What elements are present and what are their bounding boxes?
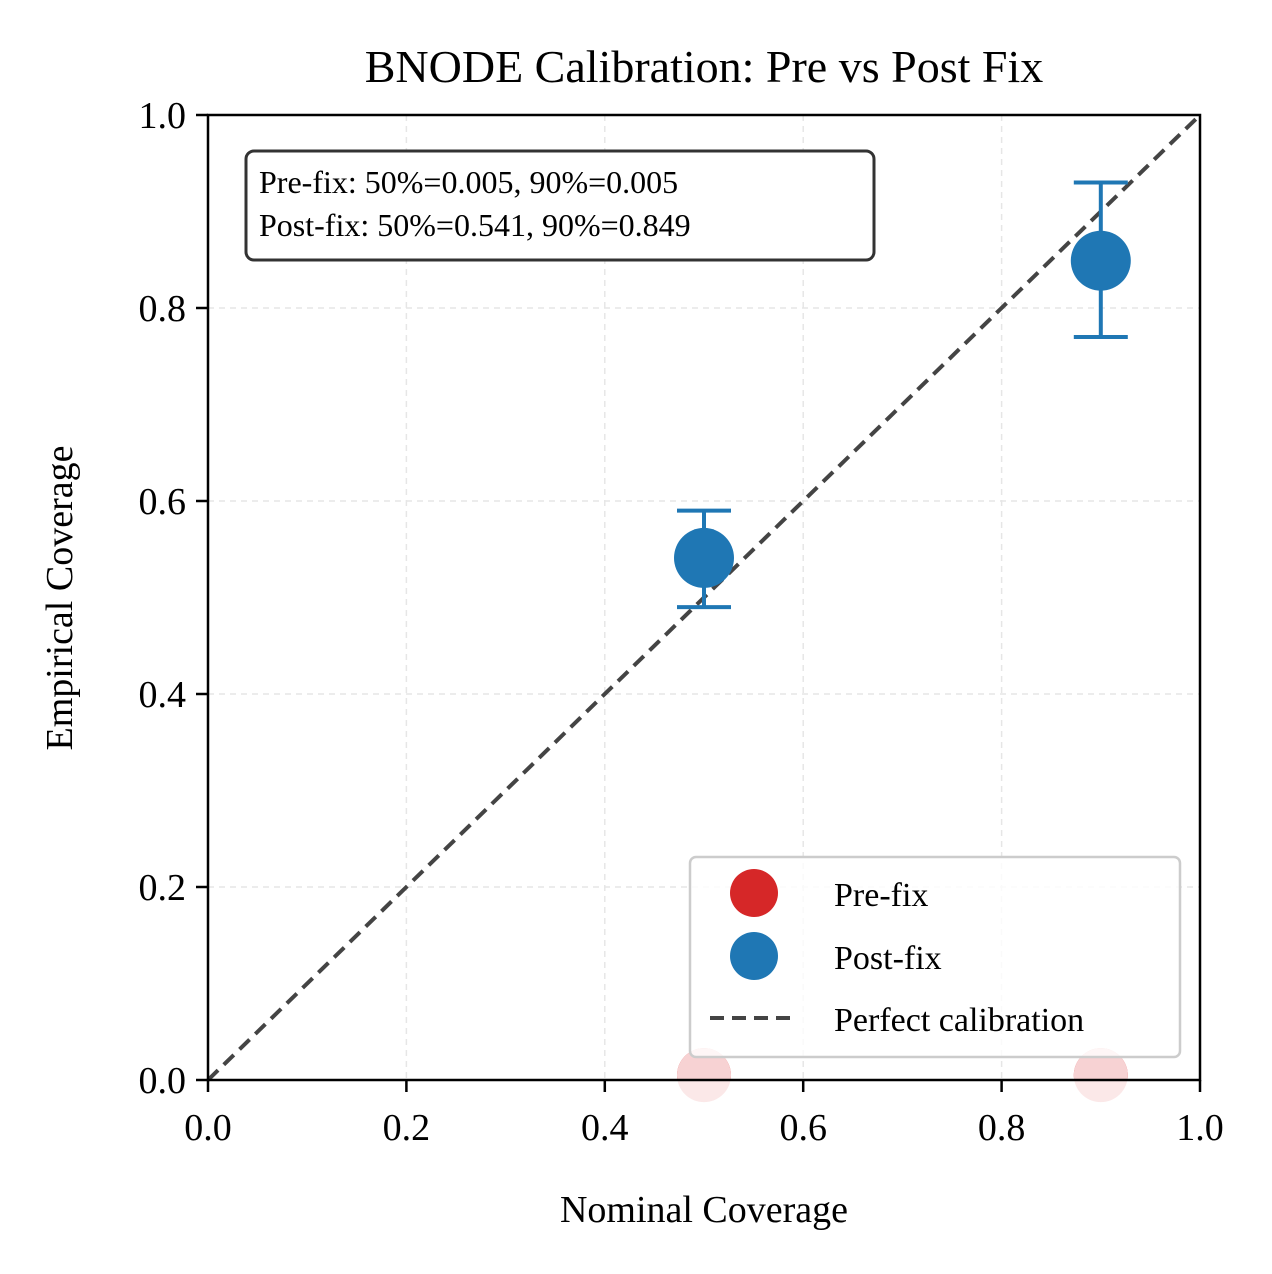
- annotation-line-post: Post-fix: 50%=0.541, 90%=0.849: [259, 207, 691, 243]
- y-tick-label: 0.6: [139, 481, 187, 523]
- legend-marker-pre-fix: [730, 869, 778, 917]
- legend-label-pre-fix: Pre-fix: [834, 877, 928, 914]
- x-tick-label: 0.2: [383, 1107, 431, 1149]
- axis-ticks: 0.0 0.2 0.4 0.6 0.8 1.0 0.0 0.2 0.4 0.6 0.8 1.0: [139, 95, 1224, 1149]
- pre-fix-point-halo: [1073, 1048, 1128, 1103]
- annotation-line-pre: Pre-fix: 50%=0.005, 90%=0.005: [259, 164, 678, 200]
- y-tick-label: 0.8: [139, 288, 187, 330]
- post-fix-point: [1070, 230, 1131, 291]
- annotation-frame: [244, 149, 876, 262]
- x-tick-label: 0.8: [978, 1107, 1026, 1149]
- x-axis-label: Nominal Coverage: [560, 1189, 848, 1231]
- pre-fix-point-halo: [677, 1048, 731, 1103]
- x-tick-label: 0.6: [779, 1107, 827, 1149]
- legend-frame: [688, 855, 1182, 1059]
- x-tick-label: 0.0: [184, 1107, 232, 1149]
- post-fix-point: [674, 527, 734, 588]
- annotation-box: Pre-fix: 50%=0.005, 90%=0.005 Post-fix: …: [244, 149, 876, 262]
- y-tick-label: 0.0: [139, 1060, 187, 1102]
- chart-title: BNODE Calibration: Pre vs Post Fix: [365, 41, 1044, 92]
- x-tick-label: 1.0: [1176, 1107, 1224, 1149]
- legend-label-perfect-calibration: Perfect calibration: [834, 1002, 1084, 1039]
- y-tick-label: 0.2: [139, 867, 187, 909]
- y-tick-label: 0.4: [139, 674, 187, 716]
- y-tick-label: 1.0: [139, 95, 187, 137]
- y-axis-label: Empirical Coverage: [39, 446, 81, 751]
- x-tick-label: 0.4: [581, 1107, 629, 1149]
- plot-frame: [206, 113, 1202, 1082]
- legend-label-post-fix: Post-fix: [834, 940, 942, 977]
- legend: Pre-fix Post-fix Perfect calibration: [688, 855, 1182, 1059]
- legend-marker-post-fix: [730, 932, 778, 980]
